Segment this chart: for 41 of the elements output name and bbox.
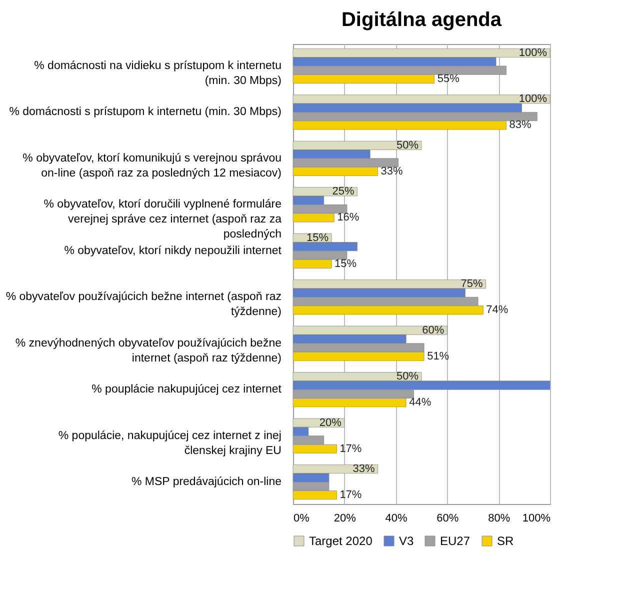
- y-tick-label: % pouplácie nakupujúcej cez internet: [92, 384, 282, 396]
- x-tick-label: 0%: [294, 512, 310, 524]
- data-label: 75%: [460, 278, 483, 290]
- chart-title: Digitálna agenda: [341, 9, 502, 31]
- data-label: 20%: [319, 416, 342, 429]
- x-tick-label: 60%: [436, 512, 459, 524]
- y-tick-label: % obyvateľov, ktorí nikdy nepoužili internet: [64, 244, 282, 257]
- y-tick-label: % obyvateľov, ktorí doručili vyplnené formuláre verejnej správe cez internet (aspoň raz za posledných: [44, 198, 282, 241]
- x-tick-label: 80%: [488, 512, 510, 524]
- y-tick-label: % domácnosti s prístupom k internetu (min. 30 Mbps): [9, 106, 282, 118]
- legend-label: EU27: [440, 534, 470, 548]
- legend-label: V3: [399, 534, 414, 548]
- y-tick-label: % znevýhodnených obyvateľov používajúcich bežne internet (aspoň raz týždenne): [15, 337, 282, 364]
- data-label: 25%: [332, 186, 354, 198]
- legend-label: Target 2020: [309, 534, 373, 548]
- data-label: 15%: [334, 258, 357, 270]
- y-tick-label: % obyvateľov používajúcich bežne internet (aspoň raz týždenne): [6, 291, 282, 318]
- y-tick-label: % domácnosti na vidieku s prístupom k internetu (min. 30 Mbps): [34, 60, 282, 87]
- y-tick-label: % MSP predávajúcich on-line: [131, 476, 282, 488]
- data-label: 33%: [352, 463, 376, 476]
- data-label: 17%: [340, 442, 362, 455]
- data-label: 50%: [396, 139, 419, 152]
- data-label: 17%: [340, 489, 362, 502]
- data-label: 33%: [380, 165, 404, 178]
- data-label: 83%: [509, 119, 532, 132]
- data-label: 100%: [518, 46, 548, 59]
- data-label: 16%: [337, 212, 360, 224]
- x-tick-label: 20%: [334, 512, 356, 524]
- data-label: 74%: [486, 304, 508, 316]
- y-tick-label: % populácie, nakupujúcej cez internet z inej členskej krajiny EU: [58, 430, 282, 457]
- x-tick-label: 100%: [522, 512, 551, 524]
- x-tick-label: 40%: [385, 512, 408, 524]
- data-label: 15%: [306, 232, 329, 244]
- legend-label: SR: [497, 534, 514, 548]
- data-label: 44%: [409, 396, 432, 409]
- data-label: 60%: [422, 324, 444, 336]
- data-label: 50%: [396, 370, 419, 383]
- data-label: 51%: [427, 350, 450, 362]
- y-tick-label: % obyvateľov, ktorí komunikujú s verejnou správou on-line (aspoň raz za posledných 12 mesiacov): [22, 152, 282, 180]
- data-label: 55%: [437, 72, 460, 85]
- data-label: 100%: [518, 93, 548, 106]
